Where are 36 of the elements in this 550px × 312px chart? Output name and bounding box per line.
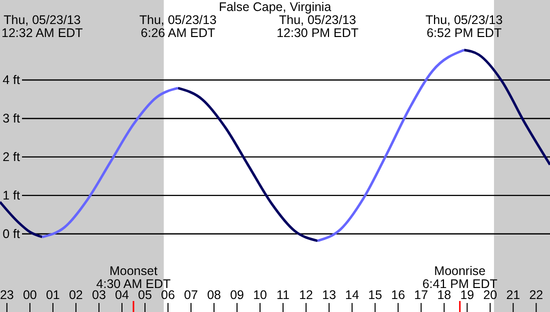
x-tick-label: 07	[184, 288, 198, 302]
y-tick-label: 4 ft	[2, 73, 21, 88]
x-tick-label: 13	[322, 288, 336, 302]
annotation: Thu, 05/23/13 6:26 AM EDT	[139, 13, 217, 40]
x-tick-label: 11	[276, 288, 290, 302]
x-tick-label: 01	[46, 288, 60, 302]
x-tick-label: 17	[414, 288, 428, 302]
y-tick-label: 1 ft	[2, 188, 21, 202]
y-tick-label: 0 ft	[2, 226, 21, 241]
x-tick-label: 08	[207, 288, 222, 302]
annotation: Thu, 05/23/13 12:30 PM EDT	[276, 13, 359, 40]
y-tick-label: 2 ft	[2, 150, 21, 164]
annotation: Moonset 4:30 AM EDT	[96, 264, 171, 291]
x-tick-label: 10	[253, 288, 268, 302]
x-tick-label: 06	[161, 288, 175, 302]
annotation: Thu, 05/23/13 6:52 PM EDT	[426, 13, 503, 40]
x-tick-label: 22	[529, 288, 544, 302]
x-tick-label: 03	[92, 288, 106, 302]
x-tick-label: 04	[115, 288, 129, 302]
x-tick-label: 14	[345, 288, 360, 302]
annotation: Moonrise 6:41 PM EDT	[422, 264, 498, 291]
x-tick-label: 02	[68, 288, 83, 302]
x-tick-label: 21	[506, 288, 520, 302]
x-tick-label: 05	[138, 288, 152, 302]
x-tick-label: 16	[391, 288, 406, 302]
annotation: Thu, 05/23/13 12:32 AM EDT	[2, 13, 84, 40]
chart-title: False Cape, Virginia	[218, 0, 332, 14]
x-tick-label: 15	[368, 288, 382, 302]
x-tick-label: 20	[483, 288, 498, 302]
x-tick-label: 23	[0, 288, 14, 302]
x-tick-label: 19	[460, 288, 474, 302]
x-tick-label: 12	[299, 288, 314, 302]
x-tick-label: 00	[22, 288, 37, 302]
x-tick-label: 18	[437, 288, 452, 302]
y-tick-label: 3 ft	[2, 111, 21, 126]
x-tick-label: 09	[230, 288, 244, 302]
